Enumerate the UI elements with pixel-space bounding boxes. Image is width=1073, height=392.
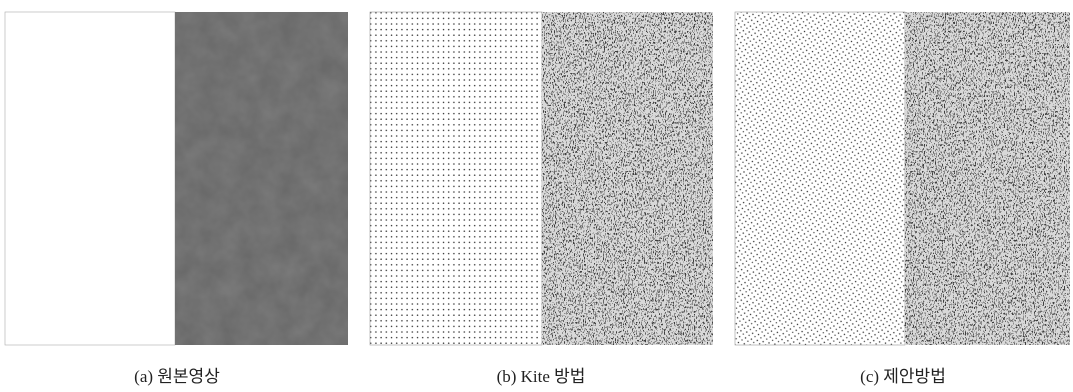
light-half (370, 12, 542, 345)
light-half (5, 12, 175, 345)
dark-texture (905, 12, 1070, 345)
caption: (b) Kite 방법 (497, 367, 586, 386)
light-half (735, 12, 905, 345)
page: (a) 원본영상 (b) Kite 방법 (c) 제안방법 (() => { c… (0, 0, 1073, 392)
dark-texture (542, 12, 713, 345)
caption: (a) 원본영상 (134, 367, 220, 386)
panel-c (735, 12, 1070, 345)
dark-texture (175, 12, 348, 345)
panel-a (5, 12, 348, 345)
panel-b (370, 12, 713, 345)
figure: (a) 원본영상 (b) Kite 방법 (c) 제안방법 (0, 0, 1073, 392)
caption: (c) 제안방법 (860, 367, 946, 386)
